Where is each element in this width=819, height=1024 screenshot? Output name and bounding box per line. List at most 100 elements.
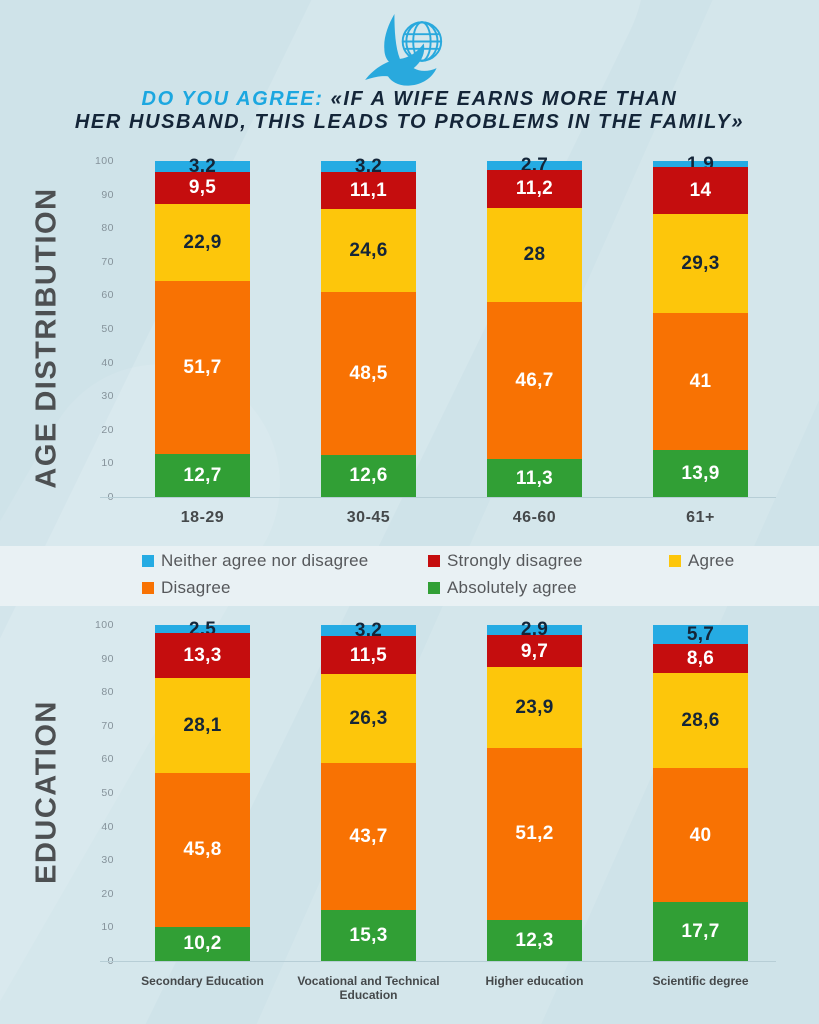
bar-segment-agree: 28 [487, 207, 582, 302]
bar-segment-value: 11,3 [515, 467, 554, 489]
legend-label: Strongly disagree [447, 551, 583, 570]
bar-segment-neither-agree-nor-disagree: 2,7 [487, 156, 582, 175]
bar-segment-strongly-disagree: 14 [653, 167, 748, 215]
title-line1-rest: «IF A WIFE EARNS MORE THAN [323, 88, 678, 110]
stacked-bar-30-45: 12,6 48,5 24,6 11,1 3,2 [321, 157, 416, 497]
bar-segment-value: 17,7 [681, 920, 720, 942]
y-tick-label: 10 [101, 457, 114, 470]
bar-segment-strongly-disagree: 8,6 [653, 644, 748, 673]
bar-segment-value: 14 [689, 180, 712, 202]
bar-segment-value: 51,2 [515, 823, 554, 845]
bar-segment-neither-agree-nor-disagree: 3,2 [321, 157, 416, 176]
legend-item-agree: Agree [669, 551, 735, 570]
bar-segment-strongly-disagree: 11,5 [321, 635, 416, 675]
bar-segment-strongly-disagree: 9,5 [155, 171, 250, 204]
legend-item-absolutely-agree: Absolutely agree [428, 578, 577, 597]
title-line-1: DO YOU AGREE: «IF A WIFE EARNS MORE THAN [0, 88, 819, 111]
bar-segment-neither-agree-nor-disagree: 3,2 [321, 621, 416, 640]
bar-segment-agree: 26,3 [321, 674, 416, 763]
education-chart: 0102030405060708090100 10,245,828,113,32… [0, 619, 819, 1002]
bar-segment-value: 9,5 [188, 177, 217, 199]
legend-swatch [669, 555, 681, 567]
bar-segment-value: 28 [523, 244, 546, 266]
bar-segment-strongly-disagree: 13,3 [155, 633, 250, 679]
legend-label: Agree [688, 551, 735, 570]
legend-item-disagree: Disagree [142, 578, 231, 597]
title-highlight: DO YOU AGREE: [141, 88, 324, 110]
bar-segment-value: 2,9 [520, 619, 549, 641]
bar-segment-value: 15,3 [349, 924, 388, 946]
age-chart-title: AGE DISTRIBUTION [30, 187, 63, 489]
bar-segment-value: 23,9 [515, 697, 554, 718]
bar-segment-absolutely-agree: 12,6 [321, 454, 416, 497]
bar-segment-disagree: 48,5 [321, 291, 416, 455]
y-tick-label: 20 [101, 887, 114, 900]
bar-segment-value: 40 [689, 824, 712, 846]
title-line-2: HER HUSBAND, THIS LEADS TO PROBLEMS IN T… [74, 111, 745, 133]
legend-label: Disagree [161, 578, 231, 597]
bar-segment-disagree: 40 [653, 768, 748, 902]
bar-segment-value: 3,2 [188, 155, 217, 177]
bar-segment-agree: 23,9 [487, 667, 582, 748]
bar-segment-absolutely-agree: 12,3 [487, 919, 582, 961]
bird-globe-logo [364, 14, 456, 96]
y-tick-label: 50 [101, 323, 114, 335]
bar-segment-agree: 28,1 [155, 678, 250, 773]
bar-segment-absolutely-agree: 12,7 [155, 454, 250, 497]
bar-segment-value: 13,3 [183, 645, 222, 667]
bar-segment-disagree: 41 [653, 312, 748, 451]
bar-segment-absolutely-agree: 15,3 [321, 909, 416, 961]
plot-area: 10,2 45,8 28,1 13,3 2,5 Secondary Education 15… [130, 620, 790, 1002]
stacked-bar-18-29: 12,7 51,7 22,9 9,5 3,2 [155, 157, 250, 497]
bar-segment-absolutely-agree: 17,7 [653, 901, 748, 961]
stacked-bar-higher-education: 12,3 51,2 23,9 9,7 2,9 [487, 620, 582, 961]
bar-segment-value: 12,7 [183, 465, 222, 487]
bar-segment-value: 22,9 [183, 231, 222, 253]
y-tick-label: 10 [101, 921, 114, 934]
y-tick-label: 20 [101, 423, 114, 436]
bar-segment-disagree: 43,7 [321, 762, 416, 910]
y-tick-label: 60 [101, 289, 114, 302]
y-tick-label: 90 [101, 188, 114, 201]
y-tick-label: 80 [101, 222, 114, 235]
bar-segment-value: 13,9 [681, 463, 720, 485]
legend-item-neither-agree-nor-disagree: Neither agree nor disagree [142, 551, 369, 570]
bar-segment-value: 11,1 [349, 179, 388, 201]
bar-segment-value: 29,3 [681, 253, 720, 275]
bar-segment-absolutely-agree: 11,3 [487, 459, 582, 497]
bar-segment-disagree: 51,7 [155, 280, 250, 455]
stacked-bar-46-60: 11,3 46,7 28 11,2 2,7 [487, 156, 582, 497]
y-tick-label: 40 [101, 820, 114, 833]
bar-segment-disagree: 46,7 [487, 301, 582, 459]
bar-segment-strongly-disagree: 9,7 [487, 634, 582, 668]
y-tick-label: 100 [94, 155, 114, 167]
bar-segment-value: 11,5 [349, 644, 388, 666]
legend: Neither agree nor disagree Strongly disag… [0, 546, 819, 606]
bar-segment-agree: 29,3 [653, 214, 748, 313]
bar-segment-absolutely-agree: 13,9 [653, 450, 748, 497]
bar-segment-strongly-disagree: 11,1 [321, 171, 416, 210]
bar-segment-value: 12,6 [349, 465, 388, 487]
bar-segment-value: 9,7 [520, 640, 549, 662]
legend-swatch [142, 555, 154, 567]
category-label: 18-29 [180, 509, 225, 526]
bar-segment-agree: 28,6 [653, 672, 748, 769]
bar-segment-neither-agree-nor-disagree: 2,5 [155, 620, 250, 639]
legend-label: Neither agree nor disagree [161, 551, 369, 570]
stacked-bar-61-: 13,9 41 29,3 14 1,9 [653, 155, 748, 497]
age-distribution-chart: 0102030405060708090100 12,751,722,99,53,… [0, 155, 819, 526]
bar-segment-value: 11,2 [515, 178, 554, 200]
bar-segment-agree: 22,9 [155, 203, 250, 281]
bar-segment-value: 43,7 [349, 825, 388, 847]
bar-segment-neither-agree-nor-disagree: 3,2 [155, 157, 250, 176]
bar-segment-value: 45,8 [183, 839, 222, 861]
legend-swatch [428, 555, 440, 567]
bar-segment-value: 28,1 [183, 714, 222, 736]
bar-segment-absolutely-agree: 10,2 [155, 926, 250, 961]
bar-segment-disagree: 51,2 [487, 747, 582, 920]
bar-segment-neither-agree-nor-disagree: 2,9 [487, 620, 582, 639]
y-tick-label: 30 [101, 390, 114, 403]
page-title: DO YOU AGREE: «IF A WIFE EARNS MORE THAN… [0, 88, 819, 134]
y-tick-label: 50 [101, 787, 114, 799]
bar-segment-neither-agree-nor-disagree: 5,7 [653, 625, 748, 645]
